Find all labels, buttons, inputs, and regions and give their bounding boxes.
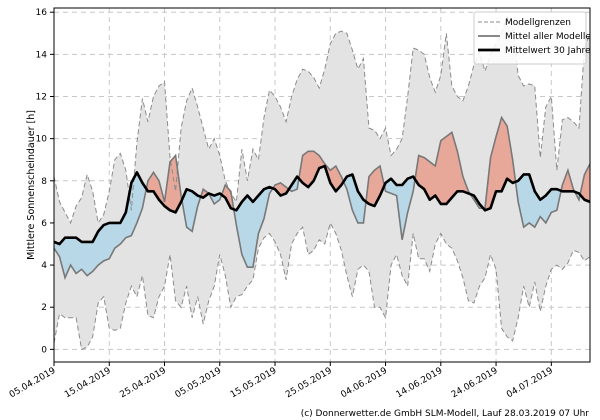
- above-average-fill: [429, 161, 436, 201]
- model-mean-line: [53, 115, 591, 281]
- x-tick-label: 05.05.2019: [174, 366, 224, 401]
- model-range-band: [54, 16, 590, 350]
- below-average-fill: [75, 237, 82, 274]
- model-lower-limit-line: [53, 221, 591, 351]
- x-tick-label: 04.07.2019: [505, 366, 555, 401]
- below-average-fill: [551, 189, 558, 213]
- x-tick-label: 24.06.2019: [450, 366, 500, 401]
- x-tick-label: 25.05.2019: [284, 366, 334, 401]
- x-tick-label: 15.04.2019: [63, 366, 113, 401]
- legend: Modellgrenzen Mittel aller Modelle Mitte…: [473, 11, 591, 65]
- x-tick-label: 15.05.2019: [229, 366, 279, 401]
- x-axis: 05.04.2019 15.04.2019 25.04.2019 05.05.2019…: [8, 362, 555, 400]
- x-tick-label: 14.06.2019: [395, 366, 445, 401]
- above-average-fill: [440, 136, 447, 205]
- x-tick-label: 05.04.2019: [8, 366, 58, 401]
- y-tick-label: 10: [36, 135, 48, 145]
- credit-text: (c) Donnerwetter.de GmbH SLM-Modell, Lau…: [301, 409, 590, 419]
- below-average-fill: [186, 188, 193, 232]
- legend-box: [473, 11, 587, 65]
- y-tick-label: 4: [41, 261, 47, 271]
- x-tick-label: 04.06.2019: [339, 366, 389, 401]
- y-tick-label: 16: [36, 8, 48, 18]
- plot-frame: [53, 7, 591, 363]
- y-axis: 0 2 4 6 8 10 12 14 16: [36, 8, 54, 355]
- y-tick-label: 14: [36, 50, 48, 60]
- y-axis-label: Mittlere Sonnenscheindauer [h]: [26, 110, 37, 260]
- above-average-fill: [302, 150, 309, 188]
- below-average-fill: [103, 222, 110, 262]
- below-average-fill: [247, 195, 254, 268]
- legend-label-mittelwert-30-jahre: Mittelwert 30 Jahre: [505, 46, 591, 56]
- above-average-fill: [446, 131, 453, 205]
- below-average-fill: [86, 241, 93, 277]
- x-tick-label: 25.04.2019: [118, 366, 168, 401]
- y-tick-label: 12: [36, 93, 47, 103]
- legend-label-mittel-aller-modelle: Mittel aller Modelle: [505, 32, 591, 42]
- below-average-fill: [523, 174, 530, 228]
- y-tick-label: 8: [41, 177, 47, 187]
- legend-label-modellgrenzen: Modellgrenzen: [505, 18, 571, 28]
- y-tick-label: 2: [41, 303, 47, 313]
- climate-mean-line: [53, 164, 591, 246]
- series-lines: [53, 15, 591, 351]
- y-tick-label: 0: [41, 345, 47, 355]
- y-tick-label: 6: [41, 219, 47, 229]
